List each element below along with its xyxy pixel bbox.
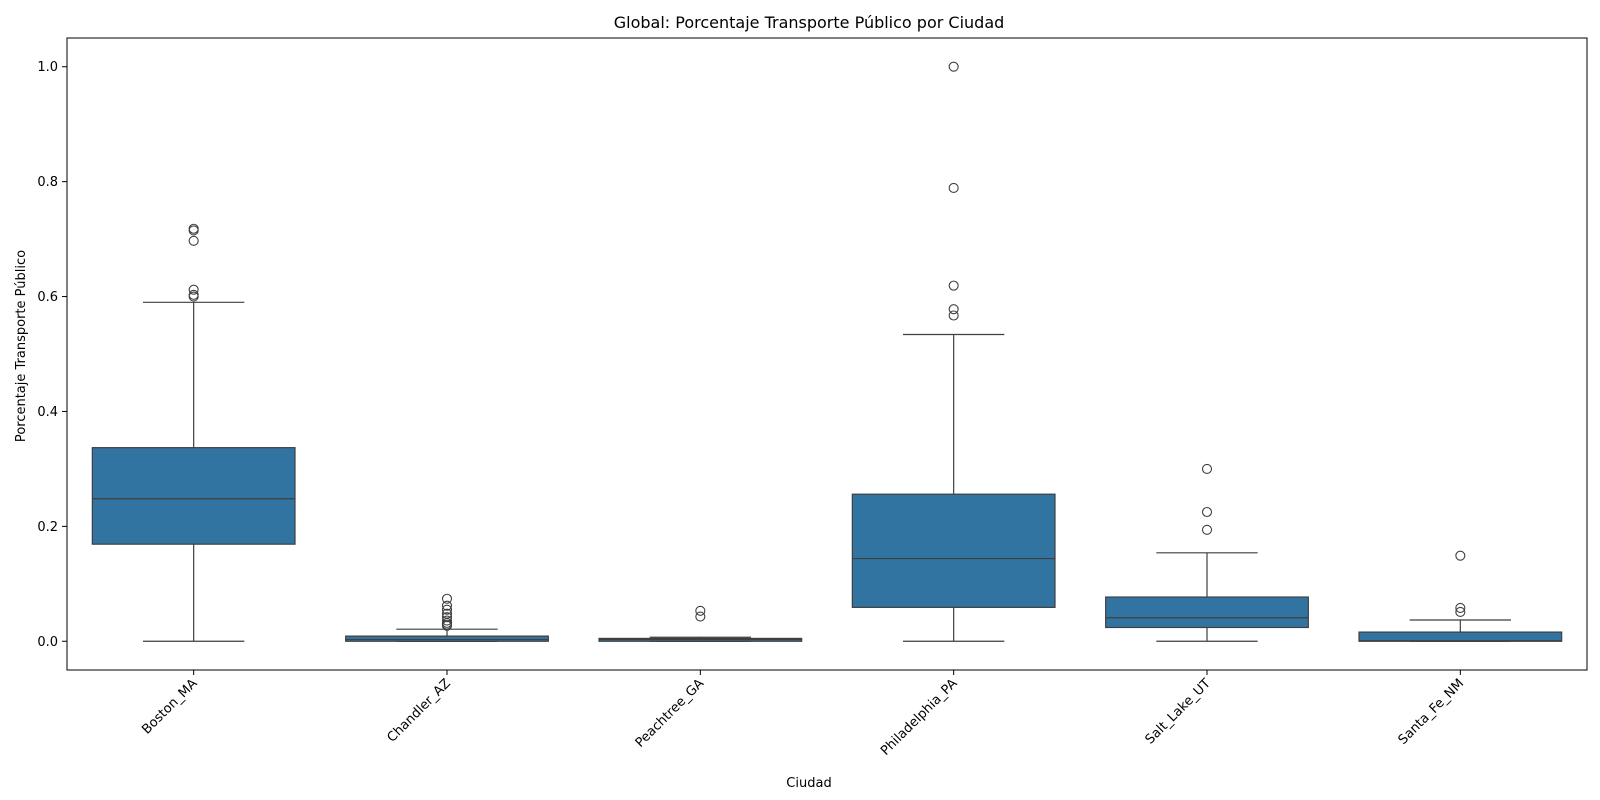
outlier-point — [441, 600, 453, 611]
box-iqr — [1105, 596, 1309, 629]
x-tick-label: Salt_Lake_UT — [1143, 676, 1214, 747]
x-tick-label: Santa_Fe_NM — [1396, 676, 1468, 748]
outlier-point — [948, 182, 959, 194]
y-tick-label: 0.2 — [37, 520, 58, 535]
box-group — [598, 605, 803, 642]
y-tick-label: 1.0 — [37, 60, 58, 75]
outlier-point — [948, 310, 959, 321]
x-axis-label: Ciudad — [786, 776, 831, 791]
y-tick-label: 0.6 — [37, 290, 58, 305]
box-iqr — [91, 447, 296, 545]
outlier-point — [1455, 550, 1466, 561]
box-group — [1358, 550, 1563, 642]
x-tick-label: Chandler_AZ — [385, 676, 454, 745]
x-tick-label: Philadelphia_PA — [878, 676, 961, 759]
box-group — [345, 593, 549, 642]
outlier-point — [441, 604, 453, 615]
y-tick-label: 0.4 — [37, 405, 58, 420]
box-iqr — [1358, 631, 1563, 642]
box-group — [1105, 463, 1309, 642]
outlier-point — [695, 611, 706, 622]
box-group — [91, 223, 296, 642]
outlier-point — [695, 605, 706, 616]
box-group — [851, 61, 1056, 642]
outlier-point — [948, 280, 959, 291]
plot-frame — [66, 37, 1588, 671]
y-tick-label: 0.8 — [37, 175, 58, 190]
y-tick-label: 0.0 — [37, 635, 58, 650]
outlier-point — [441, 620, 453, 631]
outlier-point — [188, 291, 199, 302]
outlier-point — [188, 284, 199, 295]
outlier-point — [948, 61, 959, 72]
outlier-point — [1201, 524, 1213, 535]
outlier-point — [1455, 602, 1466, 613]
outlier-point — [1201, 463, 1213, 474]
outlier-point — [948, 304, 959, 315]
y-axis-label: Porcentaje Transporte Público — [14, 250, 29, 442]
plot-area: 0.0 0.2 0.4 0.6 0.8 1.0 Boston_MA Chandler_AZ Pe… — [37, 60, 1563, 759]
box-iqr — [851, 493, 1056, 608]
outlier-point — [188, 235, 199, 246]
outlier-point — [441, 593, 453, 604]
outlier-point — [1455, 606, 1466, 618]
box-iqr — [345, 635, 549, 642]
x-tick-label: Peachtree_GA — [633, 676, 708, 751]
x-tick-label: Boston_MA — [139, 676, 200, 737]
outlier-point — [1201, 506, 1213, 518]
outlier-point — [188, 225, 199, 236]
outlier-point — [441, 615, 453, 626]
chart-title: Global: Porcentaje Transporte Público po… — [614, 13, 1005, 32]
